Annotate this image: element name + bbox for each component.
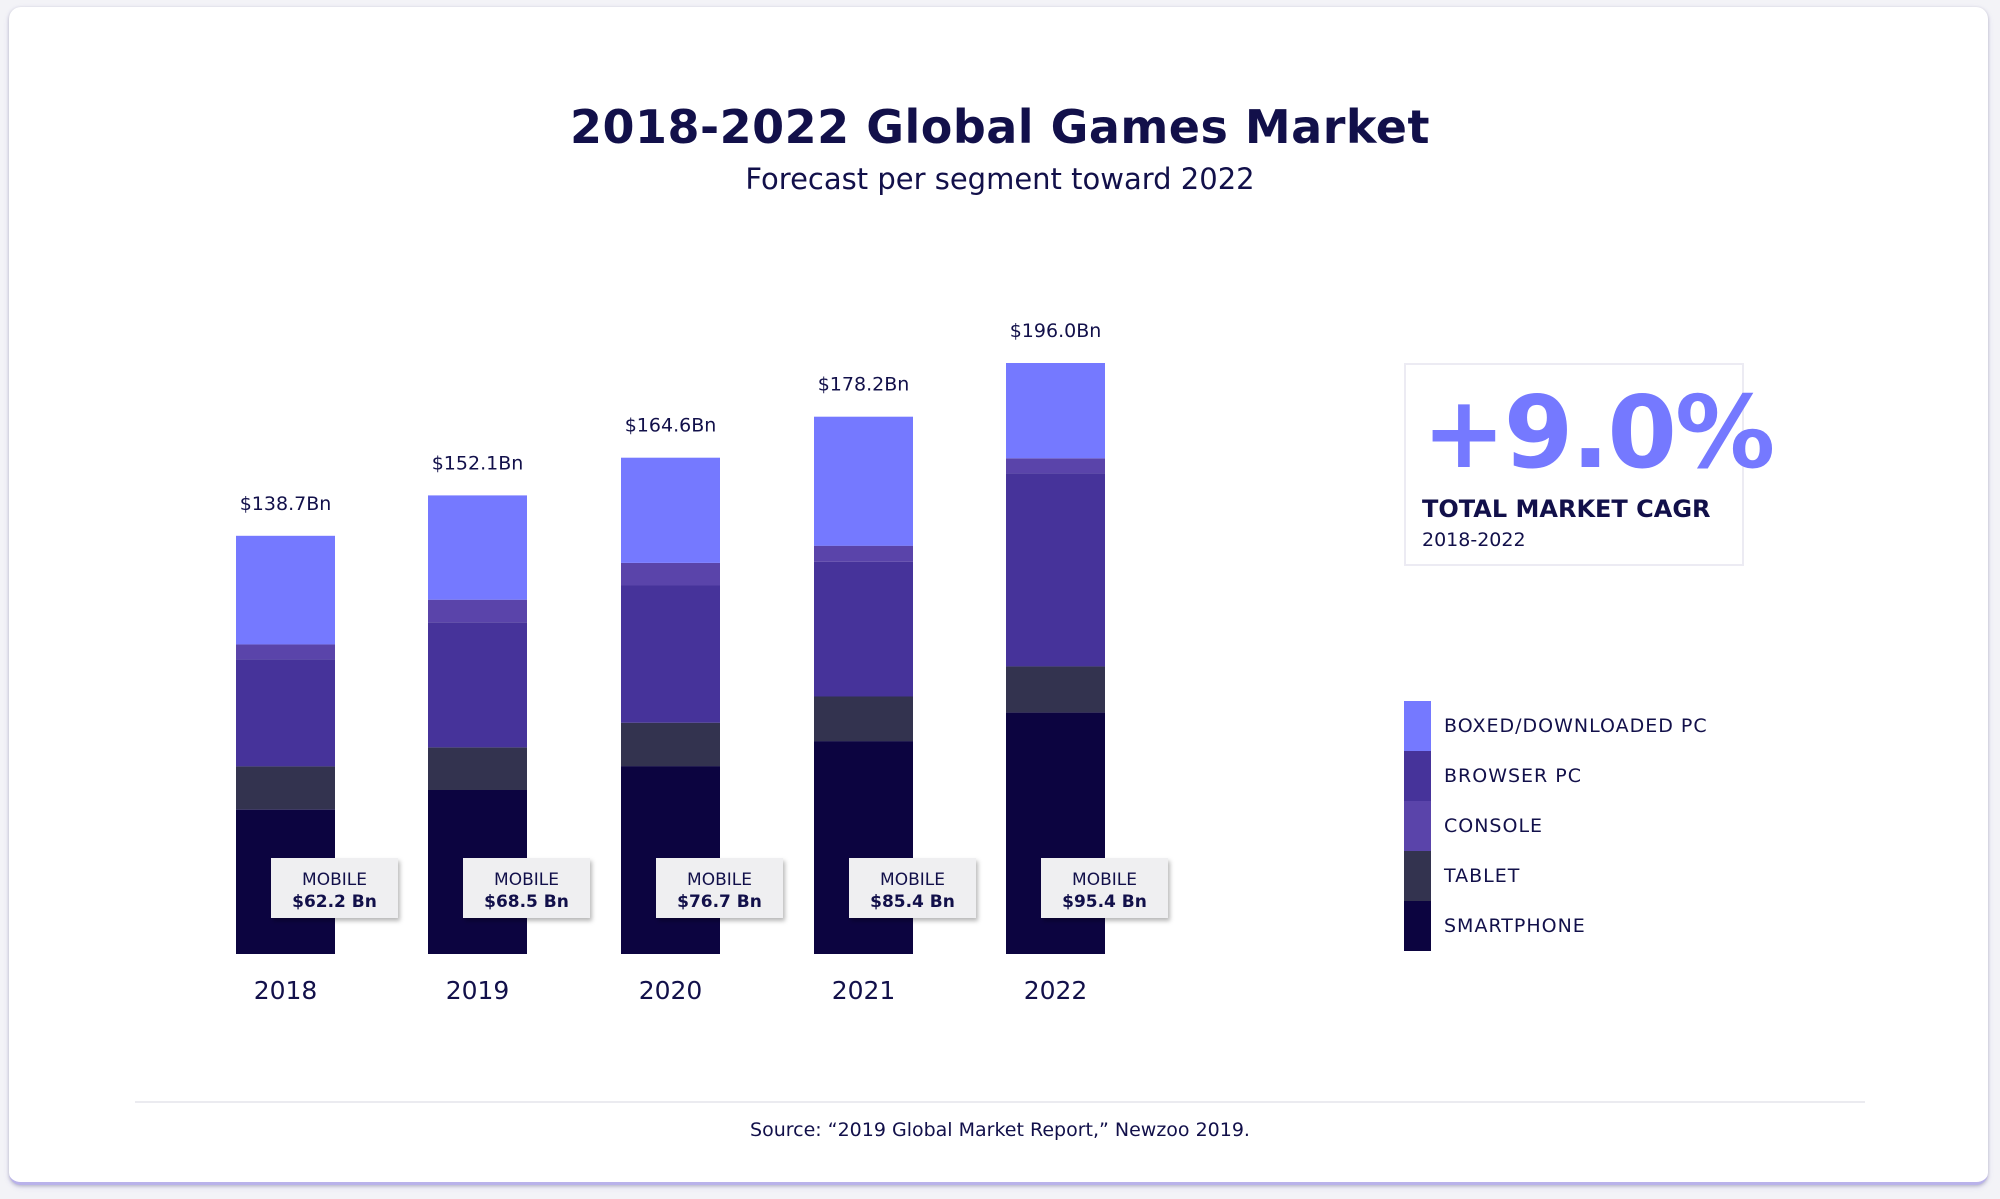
bar-segment-boxed-downloaded-pc-2018 xyxy=(236,535,335,645)
cagr-label: TOTAL MARKET CAGR xyxy=(1422,495,1711,523)
bar-segment-tablet-2020 xyxy=(621,722,720,767)
bar-segment-tablet-2019 xyxy=(428,747,527,790)
mobile-callout-label-2019: MOBILE xyxy=(494,870,559,890)
cagr-value: +9.0% xyxy=(1422,374,1775,491)
legend-label: TABLET xyxy=(1444,865,1521,887)
total-label-2022: $196.0Bn xyxy=(1010,320,1102,342)
mobile-callout-label-2018: MOBILE xyxy=(302,870,367,890)
total-label-2018: $138.7Bn xyxy=(240,493,332,515)
mobile-callout-box-2022 xyxy=(1041,858,1168,918)
mobile-callout-box-2020 xyxy=(656,858,783,918)
mobile-callout-value-2019: $68.5 Bn xyxy=(484,892,569,912)
bar-segment-tablet-2018 xyxy=(236,766,335,810)
bar-segment-console-2019 xyxy=(428,599,527,623)
x-tick-label-2020: 2020 xyxy=(639,976,703,1005)
bar-segment-browser-pc-2021 xyxy=(814,561,913,697)
mobile-callout-label-2021: MOBILE xyxy=(880,870,945,890)
mobile-callout-value-2021: $85.4 Bn xyxy=(870,892,955,912)
bar-segment-browser-pc-2020 xyxy=(621,585,720,723)
legend-item-boxed-pc: BOXED/DOWNLOADED PC xyxy=(1404,701,1804,751)
bar-segment-console-2022 xyxy=(1006,458,1105,474)
legend-item-smartphone: SMARTPHONE xyxy=(1404,901,1804,951)
mobile-callout-label-2020: MOBILE xyxy=(687,870,752,890)
total-label-2021: $178.2Bn xyxy=(818,374,910,396)
legend-swatch-boxed-pc xyxy=(1404,701,1431,751)
bar-segment-smartphone-2021 xyxy=(814,741,913,954)
legend-swatch-smartphone xyxy=(1404,901,1431,951)
bar-segment-browser-pc-2022 xyxy=(1006,473,1105,667)
chart-title: 2018-2022 Global Games Market xyxy=(570,100,1430,154)
legend-label: BOXED/DOWNLOADED PC xyxy=(1444,715,1708,737)
x-tick-label-2022: 2022 xyxy=(1024,976,1088,1005)
mobile-callout-box-2018 xyxy=(271,858,398,918)
total-label-2019: $152.1Bn xyxy=(432,452,524,474)
footer-divider xyxy=(135,1101,1865,1103)
x-tick-label-2018: 2018 xyxy=(254,976,318,1005)
legend-item-console: CONSOLE xyxy=(1404,801,1804,851)
bar-segment-console-2018 xyxy=(236,644,335,660)
bar-segment-tablet-2022 xyxy=(1006,666,1105,713)
bar-segment-console-2020 xyxy=(621,562,720,586)
legend-swatch-console xyxy=(1404,801,1431,851)
legend-label: CONSOLE xyxy=(1444,815,1544,837)
bar-segment-tablet-2021 xyxy=(814,696,913,742)
source-note: Source: “2019 Global Market Report,” New… xyxy=(750,1119,1250,1141)
mobile-callout-box-2021 xyxy=(849,858,976,918)
mobile-callout-label-2022: MOBILE xyxy=(1072,870,1137,890)
mobile-callout-value-2022: $95.4 Bn xyxy=(1062,892,1147,912)
legend-label: BROWSER PC xyxy=(1444,765,1583,787)
bar-segment-boxed-downloaded-pc-2019 xyxy=(428,495,527,600)
legend-item-browser-pc: BROWSER PC xyxy=(1404,751,1804,801)
mobile-callout-value-2020: $76.7 Bn xyxy=(677,892,762,912)
chart-card xyxy=(9,7,1988,1185)
bar-segment-boxed-downloaded-pc-2021 xyxy=(814,416,913,546)
bar-segment-browser-pc-2019 xyxy=(428,622,527,748)
legend-swatch-tablet xyxy=(1404,851,1431,901)
legend-item-tablet: TABLET xyxy=(1404,851,1804,901)
x-tick-label-2021: 2021 xyxy=(832,976,896,1005)
bar-segment-console-2021 xyxy=(814,545,913,562)
legend-label: SMARTPHONE xyxy=(1444,915,1586,937)
mobile-callout-box-2019 xyxy=(463,858,590,918)
bar-segment-boxed-downloaded-pc-2020 xyxy=(621,457,720,563)
chart-subtitle: Forecast per segment toward 2022 xyxy=(745,162,1255,196)
bar-segment-browser-pc-2018 xyxy=(236,659,335,767)
legend-swatch-browser-pc xyxy=(1404,751,1431,801)
mobile-callout-value-2018: $62.2 Bn xyxy=(292,892,377,912)
cagr-box: +9.0% TOTAL MARKET CAGR 2018-2022 xyxy=(1404,363,1775,566)
bar-segment-boxed-downloaded-pc-2022 xyxy=(1006,363,1105,459)
total-label-2020: $164.6Bn xyxy=(625,415,717,437)
cagr-period: 2018-2022 xyxy=(1422,529,1526,551)
x-tick-label-2019: 2019 xyxy=(446,976,510,1005)
